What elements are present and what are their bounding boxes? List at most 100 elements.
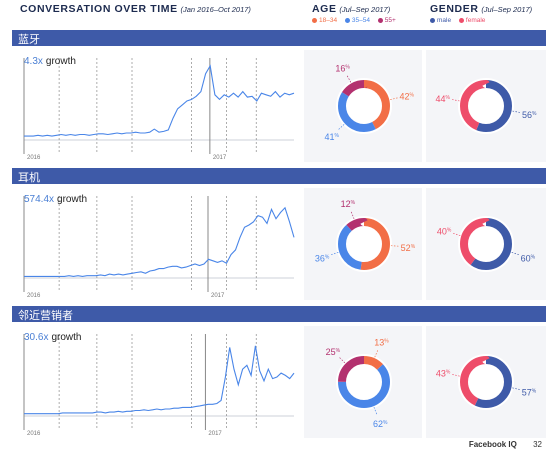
percent-sign: %	[334, 133, 339, 139]
age-donut-slice	[338, 218, 390, 270]
leader-line	[451, 232, 461, 236]
percent-sign: %	[447, 227, 452, 233]
percent-sign: %	[531, 255, 536, 261]
percent-sign: %	[411, 244, 416, 250]
series-line	[24, 64, 295, 137]
age-subtitle: (Jul–Sep 2017)	[339, 5, 391, 14]
percent-sign: %	[336, 348, 341, 354]
year-tick-label: 2016	[27, 431, 41, 437]
conversation-title: CONVERSATION OVER TIME	[20, 3, 178, 15]
gender-title: GENDER	[430, 3, 479, 15]
line-chart-panel: 2016 2017	[18, 188, 300, 300]
age-donut-slice	[338, 80, 390, 132]
leader-line	[337, 124, 345, 131]
conversation-header: CONVERSATION OVER TIME (Jan 2016–Oct 201…	[20, 3, 251, 29]
growth-label: 574.4x growth	[24, 194, 87, 205]
page-number: 32	[533, 440, 542, 449]
gender-donut-slice	[460, 356, 512, 408]
gender-donut-label: 43%	[436, 368, 451, 378]
age-donut-label: 16%	[335, 64, 350, 74]
age-donut-slice	[338, 356, 390, 408]
age-donut-slice	[338, 218, 390, 270]
percent-sign: %	[446, 95, 451, 101]
legend-dot-icon	[430, 17, 435, 23]
gender-donut-panel: 57% 43%	[426, 326, 546, 438]
age-donut-label: 41%	[324, 132, 339, 142]
leader-line	[450, 373, 460, 377]
age-donut-slice	[338, 356, 390, 408]
gender-donut-label: 57%	[522, 388, 537, 398]
section-title: 邻近营销者	[18, 309, 73, 322]
gender-donut: 60% 40%	[437, 216, 536, 272]
gender-header: GENDER (Jul–Sep 2017)	[430, 3, 532, 29]
growth-value: 30.6x	[24, 332, 49, 343]
gender-donut: 57% 43%	[436, 354, 537, 410]
conversation-subtitle: (Jan 2016–Oct 2017)	[180, 5, 251, 14]
age-donut-panel: 13% 62% 25%	[304, 326, 422, 438]
age-donut-label: 25%	[326, 347, 341, 357]
leader-line	[511, 252, 521, 256]
series-line	[24, 345, 295, 415]
age-legend-item: 55+	[377, 17, 396, 24]
age-title: AGE	[312, 3, 337, 15]
year-tick-label: 2016	[27, 155, 41, 161]
percent-sign: %	[383, 420, 388, 426]
leader-line	[512, 110, 522, 114]
series-line	[24, 206, 295, 277]
gender-donut-label: 56%	[522, 110, 537, 120]
legend-dot-icon	[377, 17, 383, 23]
percent-sign: %	[532, 111, 537, 117]
age-donut: 42% 41% 16%	[324, 64, 414, 142]
growth-value: 574.4x	[24, 194, 55, 205]
leader-line	[450, 98, 460, 102]
percent-sign: %	[446, 369, 451, 375]
percent-sign: %	[351, 200, 356, 206]
age-donut-panel: 52% 36% 12%	[304, 188, 422, 300]
age-donut: 52% 36% 12%	[315, 199, 416, 272]
year-tick-label: 2017	[208, 431, 222, 437]
age-donut: 13% 62% 25%	[326, 338, 392, 429]
leader-line	[390, 245, 400, 247]
gender-donut-panel: 56% 44%	[426, 50, 546, 162]
gender-donut-slice	[460, 218, 512, 270]
leader-line	[373, 406, 378, 416]
leader-line	[350, 210, 355, 220]
age-donut-label: 12%	[341, 199, 356, 209]
line-chart: 2016 2017	[23, 334, 295, 437]
leader-line	[374, 348, 379, 358]
age-donut-label: 52%	[401, 243, 416, 253]
brand-label: Facebook IQ	[468, 440, 517, 449]
age-donut-label: 36%	[315, 254, 330, 264]
line-chart: 2016 2017	[23, 196, 295, 299]
age-legend-item: 35–54	[344, 17, 370, 24]
leader-line	[329, 252, 339, 256]
growth-value: 4.3x	[24, 56, 43, 67]
growth-word: growth	[57, 194, 88, 205]
line-chart: 2016 2017	[23, 58, 295, 161]
section-title: 蓝牙	[18, 33, 40, 46]
footer: Facebook IQ 32	[469, 440, 542, 449]
gender-subtitle: (Jul–Sep 2017)	[481, 5, 533, 14]
leader-line	[390, 97, 400, 100]
gender-donut-panel: 60% 40%	[426, 188, 546, 300]
age-legend-item: 18–34	[312, 17, 337, 24]
section-title: 耳机	[18, 171, 40, 184]
growth-label: 4.3x growth	[24, 56, 76, 67]
gender-legend: male female	[430, 17, 491, 24]
age-donut-panel: 42% 41% 16%	[304, 50, 422, 162]
section-band: 耳机	[12, 168, 546, 184]
leader-line	[512, 387, 522, 391]
gender-donut-label: 60%	[521, 254, 536, 264]
legend-dot-icon	[312, 17, 317, 23]
year-tick-label: 2016	[27, 293, 41, 299]
age-donut-slice	[338, 80, 390, 132]
growth-word: growth	[51, 332, 82, 343]
leader-line	[346, 74, 352, 83]
year-tick-label: 2017	[213, 155, 227, 161]
age-header: AGE (Jul–Sep 2017)	[312, 3, 390, 29]
age-legend: 18–34 35–54 55+	[312, 17, 402, 24]
legend-dot-icon	[458, 17, 464, 23]
gender-legend-item: male	[430, 17, 451, 24]
section-band: 蓝牙	[12, 30, 546, 46]
gender-donut: 56% 44%	[436, 78, 537, 134]
